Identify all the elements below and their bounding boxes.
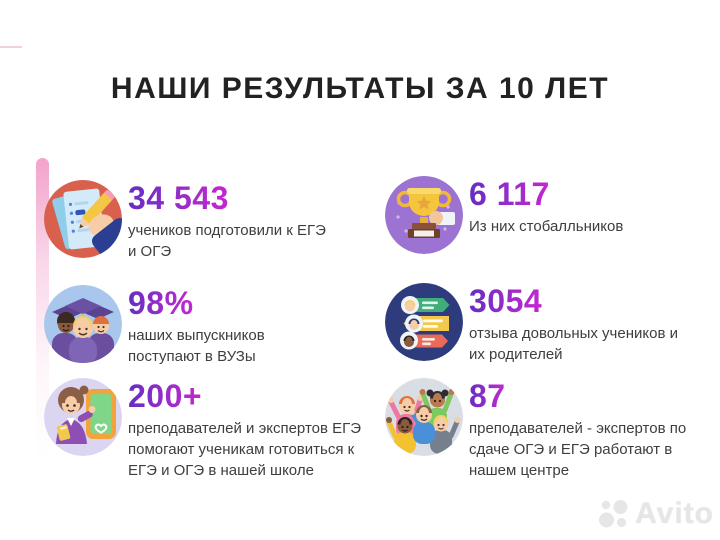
graduates-icon [44,285,122,363]
stat-value: 200+ [128,378,203,414]
trophy-icon [385,176,463,254]
reviews-chat-icon [385,283,463,361]
stat-value: 34 543 [128,180,229,216]
stat-block-university-admission: 98% наших выпускников поступают в ВУЗы [44,285,388,367]
avito-logo-icon [599,500,628,528]
watermark: Avito [596,496,714,532]
stat-value: 87 [469,378,506,414]
left-accent-strip [36,158,49,460]
stat-block-students-prepared: 34 543 учеников подготовили к ЕГЭ и ОГЭ [44,180,388,262]
stat-description: учеников подготовили к ЕГЭ и ОГЭ [128,221,326,260]
stat-description: наших выпускников поступают в ВУЗы [128,326,265,365]
top-left-accent-line [0,46,22,48]
stat-description: Из них стобалльников [469,217,624,235]
stat-block-reviews: 3054 отзыва довольных учеников и их роди… [385,283,720,365]
stat-block-top-scorers: 6 117 Из них стобалльников [385,176,720,254]
stat-block-teachers-experts: 200+ преподавателей и экспертов ЕГЭ помо… [44,378,388,481]
stat-value: 3054 [469,283,543,319]
stat-description: отзыва довольных учеников и их родителей [469,324,678,363]
page-title: НАШИ РЕЗУЛЬТАТЫ ЗА 10 ЛЕТ [110,72,610,105]
stat-description: преподавателей и экспертов ЕГЭ помогают … [128,419,362,479]
stat-value: 98% [128,285,194,321]
checklist-pencil-icon [44,180,122,258]
stat-value: 6 117 [469,176,550,212]
avito-wordmark: Avito [635,497,714,530]
stat-block-center-experts: 87 преподавателей - экспертов по сдаче О… [385,378,720,481]
teacher-board-icon [44,378,122,456]
happy-kids-icon [385,378,463,456]
stat-description: преподавателей - экспертов по сдаче ОГЭ … [469,419,687,479]
